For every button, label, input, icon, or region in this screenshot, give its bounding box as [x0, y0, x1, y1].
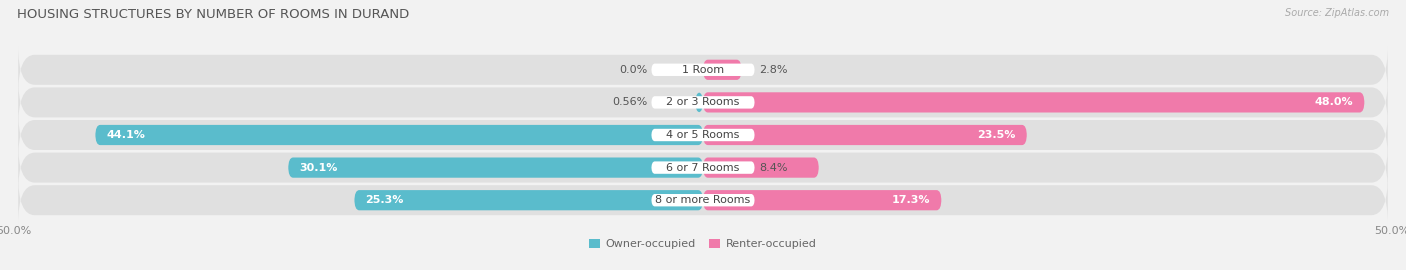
Text: 17.3%: 17.3% — [891, 195, 931, 205]
Text: 2.8%: 2.8% — [759, 65, 787, 75]
FancyBboxPatch shape — [288, 157, 703, 178]
FancyBboxPatch shape — [651, 96, 755, 109]
FancyBboxPatch shape — [651, 194, 755, 206]
FancyBboxPatch shape — [651, 129, 755, 141]
FancyBboxPatch shape — [703, 157, 818, 178]
FancyBboxPatch shape — [651, 161, 755, 174]
Text: 4 or 5 Rooms: 4 or 5 Rooms — [666, 130, 740, 140]
FancyBboxPatch shape — [703, 60, 741, 80]
Legend: Owner-occupied, Renter-occupied: Owner-occupied, Renter-occupied — [585, 235, 821, 254]
Text: 6 or 7 Rooms: 6 or 7 Rooms — [666, 163, 740, 173]
FancyBboxPatch shape — [18, 111, 1388, 159]
FancyBboxPatch shape — [696, 92, 703, 113]
Text: HOUSING STRUCTURES BY NUMBER OF ROOMS IN DURAND: HOUSING STRUCTURES BY NUMBER OF ROOMS IN… — [17, 8, 409, 21]
Text: 44.1%: 44.1% — [107, 130, 145, 140]
FancyBboxPatch shape — [18, 46, 1388, 94]
FancyBboxPatch shape — [703, 190, 942, 210]
Text: 23.5%: 23.5% — [977, 130, 1015, 140]
Text: 25.3%: 25.3% — [366, 195, 404, 205]
FancyBboxPatch shape — [18, 143, 1388, 192]
Text: 2 or 3 Rooms: 2 or 3 Rooms — [666, 97, 740, 107]
Text: 30.1%: 30.1% — [299, 163, 337, 173]
FancyBboxPatch shape — [18, 176, 1388, 224]
Text: 48.0%: 48.0% — [1315, 97, 1354, 107]
Text: Source: ZipAtlas.com: Source: ZipAtlas.com — [1285, 8, 1389, 18]
Text: 8 or more Rooms: 8 or more Rooms — [655, 195, 751, 205]
Text: 8.4%: 8.4% — [759, 163, 787, 173]
Text: 0.56%: 0.56% — [612, 97, 647, 107]
Text: 0.0%: 0.0% — [619, 65, 647, 75]
FancyBboxPatch shape — [651, 64, 755, 76]
FancyBboxPatch shape — [703, 92, 1364, 113]
FancyBboxPatch shape — [354, 190, 703, 210]
Text: 1 Room: 1 Room — [682, 65, 724, 75]
FancyBboxPatch shape — [96, 125, 703, 145]
FancyBboxPatch shape — [18, 78, 1388, 127]
FancyBboxPatch shape — [703, 125, 1026, 145]
